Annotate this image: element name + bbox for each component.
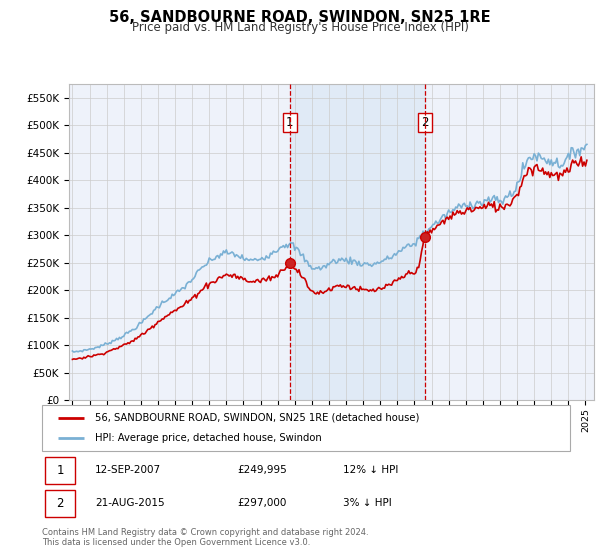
- FancyBboxPatch shape: [42, 405, 570, 451]
- Text: £249,995: £249,995: [238, 465, 287, 475]
- Text: 3% ↓ HPI: 3% ↓ HPI: [343, 498, 392, 508]
- Text: 2: 2: [56, 497, 64, 510]
- Text: 2: 2: [421, 116, 428, 129]
- FancyBboxPatch shape: [44, 457, 75, 484]
- FancyBboxPatch shape: [44, 490, 75, 516]
- Text: 1: 1: [56, 464, 64, 477]
- Text: 12% ↓ HPI: 12% ↓ HPI: [343, 465, 398, 475]
- Text: Contains HM Land Registry data © Crown copyright and database right 2024.
This d: Contains HM Land Registry data © Crown c…: [42, 528, 368, 547]
- Text: 56, SANDBOURNE ROAD, SWINDON, SN25 1RE (detached house): 56, SANDBOURNE ROAD, SWINDON, SN25 1RE (…: [95, 413, 419, 423]
- Text: 1: 1: [286, 116, 293, 129]
- Bar: [290, 84, 425, 400]
- Text: 12-SEP-2007: 12-SEP-2007: [95, 465, 161, 475]
- Text: 56, SANDBOURNE ROAD, SWINDON, SN25 1RE: 56, SANDBOURNE ROAD, SWINDON, SN25 1RE: [109, 10, 491, 25]
- Text: 21-AUG-2015: 21-AUG-2015: [95, 498, 164, 508]
- Text: HPI: Average price, detached house, Swindon: HPI: Average price, detached house, Swin…: [95, 433, 322, 443]
- Text: Price paid vs. HM Land Registry's House Price Index (HPI): Price paid vs. HM Land Registry's House …: [131, 21, 469, 34]
- Text: £297,000: £297,000: [238, 498, 287, 508]
